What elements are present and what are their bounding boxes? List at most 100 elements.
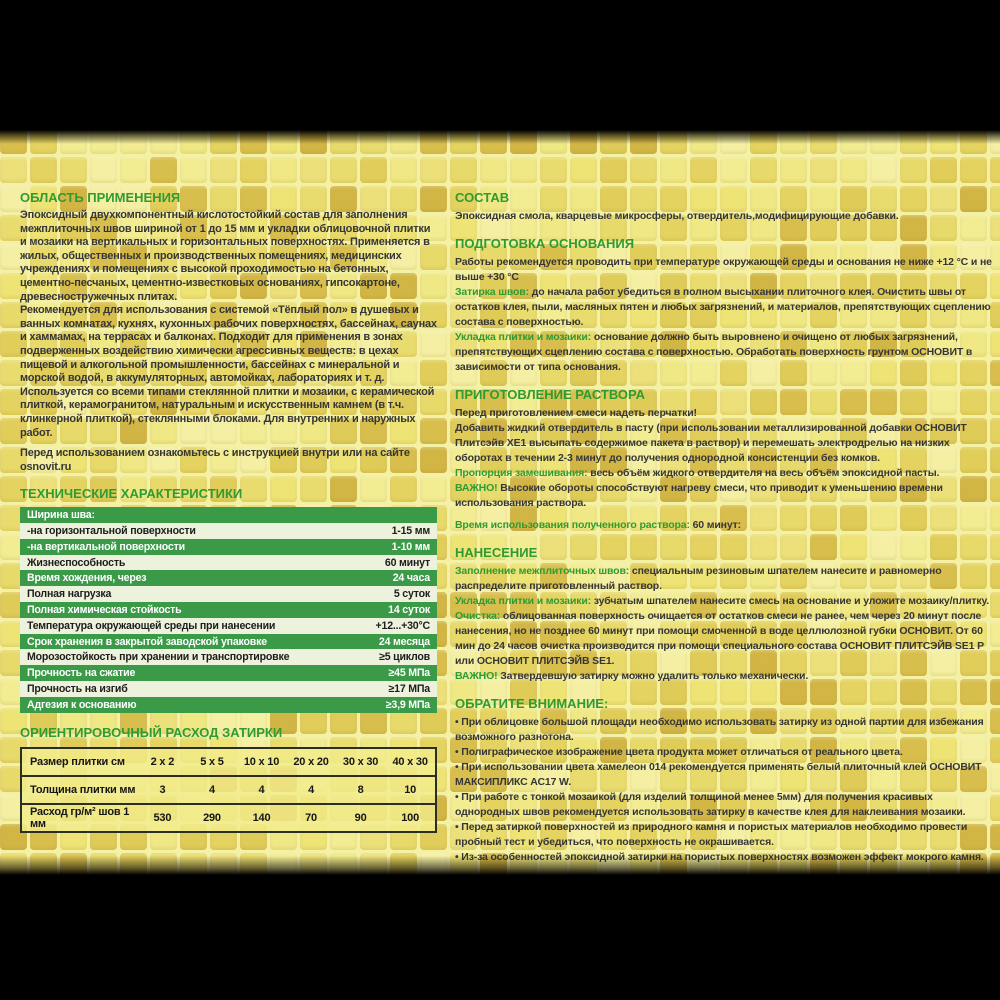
mosaic-tile bbox=[540, 650, 567, 676]
table-cell: 100 bbox=[401, 811, 420, 824]
mosaic-tile bbox=[990, 708, 1000, 734]
mosaic-tile bbox=[0, 157, 27, 183]
mosaic-tile bbox=[840, 244, 867, 270]
mosaic-tile bbox=[210, 157, 237, 183]
mosaic-tile bbox=[960, 679, 987, 705]
mosaic-tile bbox=[780, 273, 807, 299]
mosaic-tile bbox=[570, 389, 597, 415]
mosaic-tile bbox=[360, 244, 387, 270]
mosaic-tile bbox=[120, 389, 147, 415]
mosaic-tile bbox=[240, 186, 267, 212]
mosaic-tile bbox=[810, 331, 837, 357]
mosaic-tile bbox=[390, 360, 417, 386]
mosaic-tile bbox=[900, 679, 927, 705]
right-column: СОСТАВ Эпоксидная смола, кварцевые микрос… bbox=[455, 190, 998, 865]
mosaic-tile bbox=[240, 331, 267, 357]
paragraph: Очистка: облицованная поверхность очищае… bbox=[455, 610, 984, 667]
table-cell: 2 x 2 bbox=[150, 755, 175, 768]
mosaic-tile bbox=[660, 302, 687, 328]
mosaic-tile bbox=[570, 215, 597, 241]
mosaic-tile bbox=[780, 157, 807, 183]
mosaic-tile bbox=[30, 186, 57, 212]
mosaic-tile bbox=[540, 215, 567, 241]
mosaic-tile bbox=[420, 157, 447, 183]
row-label: Размер плитки см bbox=[30, 755, 125, 768]
mosaic-tile bbox=[630, 360, 657, 386]
mosaic-tile bbox=[960, 447, 987, 473]
mosaic-tile bbox=[690, 679, 717, 705]
mosaic-tile bbox=[750, 418, 777, 444]
lead-label: ВАЖНО! bbox=[455, 482, 498, 494]
paragraph: Эпоксидный двухкомпонентный кислотостойк… bbox=[20, 209, 431, 303]
mosaic-tile bbox=[810, 679, 837, 705]
mosaic-tile bbox=[450, 737, 477, 763]
mosaic-tile bbox=[930, 389, 957, 415]
mosaic-tile bbox=[510, 447, 537, 473]
table-row: Расход гр/м² шов 1 мм 530 290 140 70 90 100 bbox=[22, 802, 435, 831]
mosaic-tile bbox=[210, 186, 237, 212]
table-row: Толщина плитки мм 3 4 4 4 8 10 bbox=[22, 774, 435, 803]
mosaic-tile bbox=[480, 157, 507, 183]
mosaic-tile bbox=[690, 592, 717, 618]
section-heading: ОБЛАСТЬ ПРИМЕНЕНИЯ bbox=[20, 190, 181, 205]
mosaic-tile bbox=[720, 679, 747, 705]
mosaic-tile bbox=[390, 186, 417, 212]
mosaic-tile bbox=[750, 273, 777, 299]
mosaic-tile bbox=[150, 215, 177, 241]
mosaic-tile bbox=[660, 331, 687, 357]
mosaic-tile bbox=[210, 418, 237, 444]
mosaic-tile bbox=[0, 418, 27, 444]
mosaic-tile bbox=[240, 244, 267, 270]
mosaic-tile bbox=[990, 621, 1000, 647]
mosaic-tile bbox=[360, 360, 387, 386]
mosaic-tile bbox=[660, 360, 687, 386]
mosaic-tile bbox=[510, 621, 537, 647]
mosaic-tile bbox=[720, 418, 747, 444]
mosaic-tile bbox=[900, 389, 927, 415]
mosaic-tile bbox=[870, 592, 897, 618]
mosaic-tile bbox=[120, 273, 147, 299]
row-label: Адгезия к основанию bbox=[27, 698, 137, 711]
mosaic-tile bbox=[720, 534, 747, 560]
mosaic-tile bbox=[420, 418, 447, 444]
mosaic-tile bbox=[930, 447, 957, 473]
mosaic-tile bbox=[270, 331, 297, 357]
mosaic-tile bbox=[840, 650, 867, 676]
mosaic-tile bbox=[690, 186, 717, 212]
mosaic-tile bbox=[990, 534, 1000, 560]
row-label: Время хождения, через bbox=[27, 572, 147, 585]
section-heading: ПРИГОТОВЛЕНИЕ РАСТВОРА bbox=[455, 387, 645, 402]
table-cell: 8 bbox=[357, 783, 364, 796]
mosaic-tile bbox=[870, 215, 897, 241]
mosaic-tile bbox=[180, 215, 207, 241]
mosaic-tile bbox=[330, 418, 357, 444]
mosaic-tile bbox=[900, 621, 927, 647]
mosaic-tile bbox=[600, 563, 627, 589]
mosaic-tile bbox=[450, 418, 477, 444]
mosaic-tile bbox=[510, 273, 537, 299]
mosaic-tile bbox=[630, 418, 657, 444]
mosaic-tile bbox=[420, 447, 447, 473]
mosaic-tile bbox=[900, 244, 927, 270]
mosaic-tile bbox=[300, 389, 327, 415]
mosaic-tile bbox=[390, 302, 417, 328]
mosaic-tile bbox=[420, 273, 447, 299]
mosaic-tile bbox=[810, 215, 837, 241]
mosaic-tile bbox=[630, 157, 657, 183]
paragraph: Заполнение межплиточных швов: специальны… bbox=[455, 565, 942, 592]
mosaic-tile bbox=[810, 360, 837, 386]
mosaic-tile bbox=[270, 418, 297, 444]
row-label: Полная нагрузка bbox=[27, 588, 112, 601]
row-value: 24 часа bbox=[392, 572, 430, 585]
mosaic-tile bbox=[870, 389, 897, 415]
mosaic-tile bbox=[150, 447, 177, 473]
mosaic-tile bbox=[540, 186, 567, 212]
mosaic-tile bbox=[960, 708, 987, 734]
mosaic-tile bbox=[300, 476, 327, 502]
mosaic-tile bbox=[300, 273, 327, 299]
mosaic-tile bbox=[180, 447, 207, 473]
mosaic-tile bbox=[840, 476, 867, 502]
mosaic-tile bbox=[480, 186, 507, 212]
mosaic-tile bbox=[30, 331, 57, 357]
mosaic-tile bbox=[690, 737, 717, 763]
